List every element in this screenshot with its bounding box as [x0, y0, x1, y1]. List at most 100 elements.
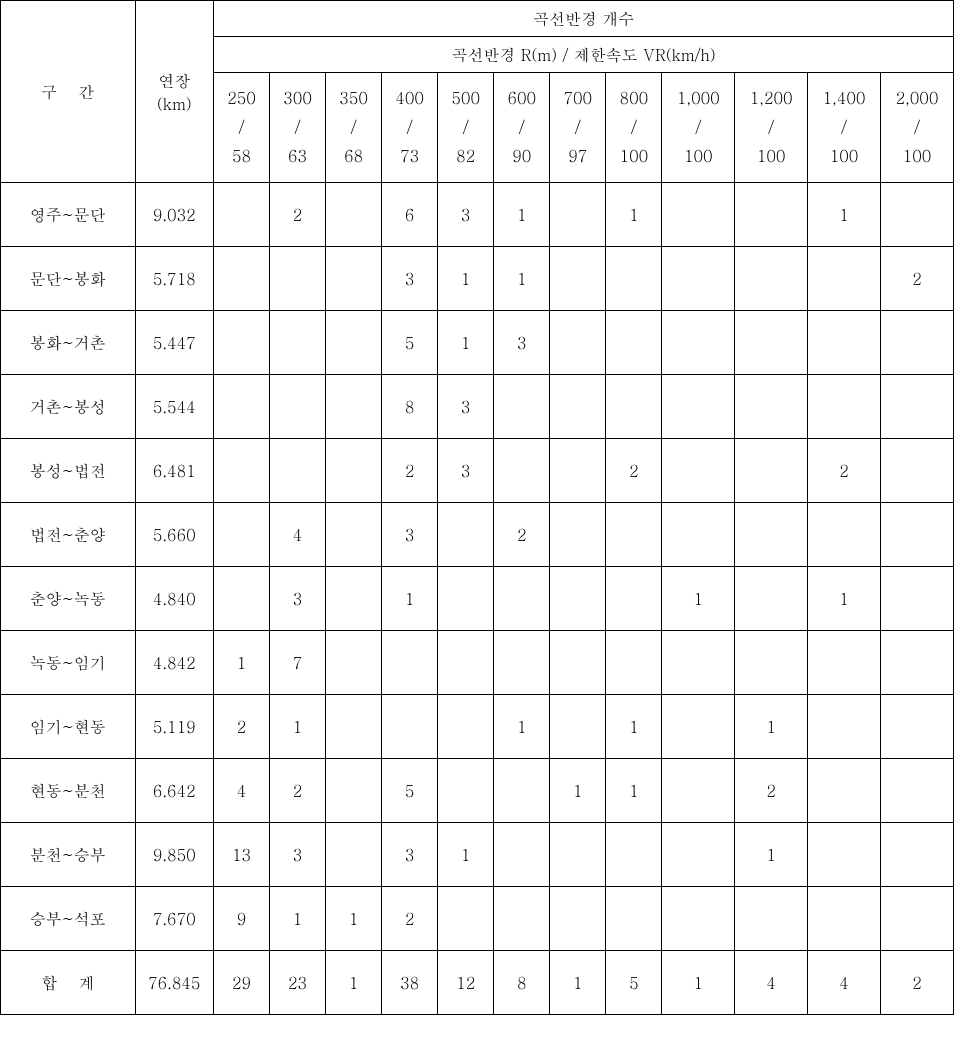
- cell-count: [735, 247, 808, 311]
- cell-count: [326, 247, 382, 311]
- cell-length: 5.718: [135, 247, 213, 311]
- cell-count: 1: [326, 951, 382, 1015]
- cell-count: 5: [382, 759, 438, 823]
- cell-count: [735, 375, 808, 439]
- cell-count: [494, 567, 550, 631]
- cell-count: [550, 183, 606, 247]
- cell-count: 1: [438, 823, 494, 887]
- col-header-length: 연장 (km): [135, 1, 213, 183]
- cell-count: [438, 759, 494, 823]
- cell-count: [662, 439, 735, 503]
- cell-count: 1: [735, 823, 808, 887]
- cell-count: 8: [494, 951, 550, 1015]
- cell-count: [808, 695, 881, 759]
- cell-count: [213, 567, 269, 631]
- col-header-curve-sub: 곡선반경 R(m) / 제한속도 VR(km/h): [213, 37, 953, 73]
- cell-section: 영주~문단: [1, 183, 136, 247]
- cell-count: [808, 887, 881, 951]
- col-header-r300: 300 / 63: [270, 73, 326, 183]
- cell-count: [438, 503, 494, 567]
- cell-count: 1: [494, 695, 550, 759]
- cell-section: 녹동~임기: [1, 631, 136, 695]
- cell-count: [326, 823, 382, 887]
- cell-length: 4.840: [135, 567, 213, 631]
- cell-count: [735, 183, 808, 247]
- cell-section: 봉성~법전: [1, 439, 136, 503]
- cell-count: [735, 887, 808, 951]
- cell-count: [382, 695, 438, 759]
- cell-count: [438, 567, 494, 631]
- cell-count: [735, 503, 808, 567]
- cell-count: 3: [382, 503, 438, 567]
- cell-count: [550, 503, 606, 567]
- cell-count: 4: [213, 759, 269, 823]
- cell-count: [213, 183, 269, 247]
- cell-count: [735, 439, 808, 503]
- table-row: 봉성~법전6.4812322: [1, 439, 954, 503]
- cell-count: [808, 375, 881, 439]
- cell-count: [550, 247, 606, 311]
- cell-count: 1: [606, 695, 662, 759]
- cell-count: [326, 183, 382, 247]
- col-header-r1000: 1,000 / 100: [662, 73, 735, 183]
- cell-count: [326, 439, 382, 503]
- cell-count: 2: [606, 439, 662, 503]
- cell-count: [808, 759, 881, 823]
- cell-count: 2: [382, 887, 438, 951]
- cell-count: 1: [550, 759, 606, 823]
- cell-count: [808, 311, 881, 375]
- table-row: 승부~석포7.6709112: [1, 887, 954, 951]
- cell-count: [550, 439, 606, 503]
- cell-section: 문단~봉화: [1, 247, 136, 311]
- col-header-r350: 350 / 68: [326, 73, 382, 183]
- cell-count: [550, 823, 606, 887]
- cell-count: 3: [494, 311, 550, 375]
- cell-length: 76.845: [135, 951, 213, 1015]
- cell-count: [438, 631, 494, 695]
- cell-count: 1: [438, 247, 494, 311]
- cell-count: 1: [382, 567, 438, 631]
- cell-count: 13: [213, 823, 269, 887]
- col-header-r700: 700 / 97: [550, 73, 606, 183]
- cell-count: 2: [808, 439, 881, 503]
- cell-count: 29: [213, 951, 269, 1015]
- cell-count: [606, 823, 662, 887]
- cell-count: [550, 887, 606, 951]
- cell-count: [606, 311, 662, 375]
- cell-count: 3: [382, 247, 438, 311]
- cell-count: 2: [213, 695, 269, 759]
- cell-section: 현동~분천: [1, 759, 136, 823]
- cell-count: [808, 247, 881, 311]
- col-header-curve-count: 곡선반경 개수: [213, 1, 953, 37]
- table-row: 문단~봉화5.7183112: [1, 247, 954, 311]
- cell-count: 3: [382, 823, 438, 887]
- table-row: 봉화~거촌5.447513: [1, 311, 954, 375]
- cell-count: 4: [270, 503, 326, 567]
- cell-count: 1: [606, 759, 662, 823]
- table-row: 법전~춘양5.660432: [1, 503, 954, 567]
- cell-count: [326, 503, 382, 567]
- cell-count: [880, 887, 953, 951]
- table-row: 현동~분천6.642425112: [1, 759, 954, 823]
- cell-count: 1: [606, 183, 662, 247]
- cell-count: [326, 375, 382, 439]
- cell-count: [880, 631, 953, 695]
- cell-count: 1: [438, 311, 494, 375]
- cell-length: 9.032: [135, 183, 213, 247]
- cell-count: [270, 311, 326, 375]
- cell-count: [494, 759, 550, 823]
- cell-count: 5: [382, 311, 438, 375]
- cell-count: [662, 311, 735, 375]
- cell-count: [662, 503, 735, 567]
- cell-count: [735, 311, 808, 375]
- cell-count: [326, 311, 382, 375]
- cell-section: 거촌~봉성: [1, 375, 136, 439]
- cell-count: [550, 567, 606, 631]
- cell-count: [662, 887, 735, 951]
- cell-count: 4: [735, 951, 808, 1015]
- cell-count: 3: [438, 439, 494, 503]
- col-header-r1200: 1,200 / 100: [735, 73, 808, 183]
- cell-count: [213, 375, 269, 439]
- col-header-r250: 250 / 58: [213, 73, 269, 183]
- cell-count: [494, 631, 550, 695]
